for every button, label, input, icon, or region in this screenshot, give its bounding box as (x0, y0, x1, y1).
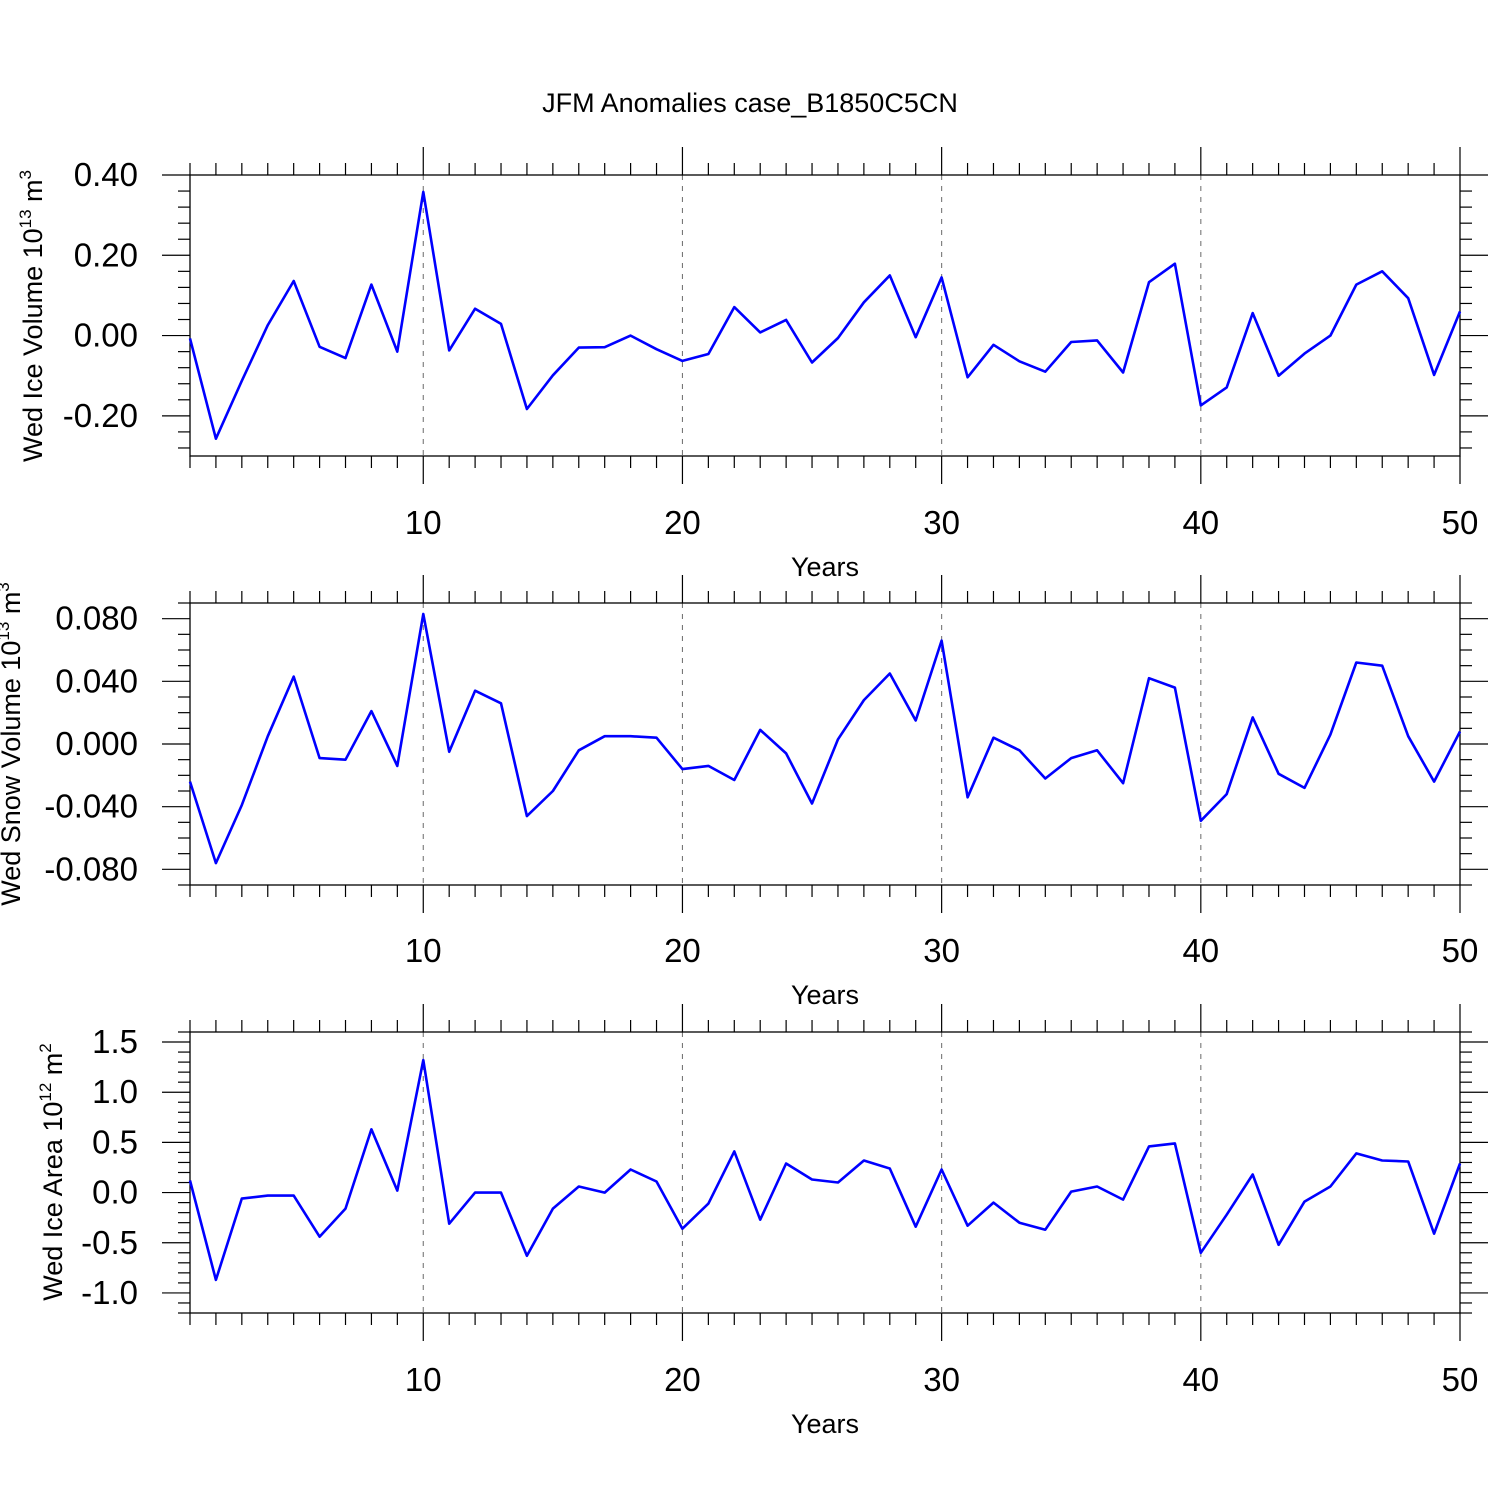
x-tick-label: 10 (405, 504, 442, 541)
plot-frame (190, 175, 1460, 456)
x-axis-label: Years (791, 980, 859, 1010)
series-line (190, 1060, 1460, 1280)
y-axis-label: Wed Ice Area 1012 m2 (36, 1043, 68, 1301)
y-axis-label: Wed Ice Volume 1013 m3 (16, 170, 48, 462)
series-line (190, 192, 1460, 439)
y-tick-label: -0.040 (44, 788, 138, 825)
y-label-text: Wed Ice Volume 10 (18, 228, 48, 462)
x-tick-label: 50 (1442, 932, 1479, 969)
x-tick-label: 40 (1182, 504, 1219, 541)
x-tick-label: 50 (1442, 1361, 1479, 1398)
panels: 10 20 30 40 50 0.40 0.20 0.00 -0.20 Years Wed Ice … (0, 147, 1488, 1439)
y-label-exponent: 12 (36, 1083, 55, 1102)
y-tick-label: 0.0 (92, 1174, 138, 1211)
y-tick-label: 1.0 (92, 1073, 138, 1110)
y-tick-label: 0.080 (55, 600, 138, 637)
x-tick-label: 30 (923, 932, 960, 969)
x-tick-label: 40 (1182, 932, 1219, 969)
chart-title: JFM Anomalies case_B1850C5CN (542, 88, 958, 118)
x-tick-label: 10 (405, 932, 442, 969)
y-tick-label: -1.0 (81, 1274, 138, 1311)
y-tick-label: 0.5 (92, 1123, 138, 1160)
y-label-unit: m (18, 179, 48, 209)
x-tick-label: 30 (923, 1361, 960, 1398)
y-tick-label: -0.5 (81, 1224, 138, 1261)
y-label-unit-exponent: 3 (0, 582, 13, 591)
y-label-unit: m (38, 1053, 68, 1083)
x-tick-label: 50 (1442, 504, 1479, 541)
y-tick-label: 1.5 (92, 1023, 138, 1060)
y-tick-label: 0.40 (74, 156, 138, 193)
x-tick-label: 30 (923, 504, 960, 541)
y-label-exponent: 13 (0, 622, 13, 641)
x-tick-label: 20 (664, 932, 701, 969)
chart-panel-1: 10 20 30 40 50 0.40 0.20 0.00 -0.20 Years Wed Ice … (16, 147, 1488, 582)
plot-frame (190, 603, 1460, 885)
y-label-unit: m (0, 592, 26, 622)
chart-panel-2: 10 20 30 40 50 0.080 0.040 0.000 -0.040 -0.080 Yea… (0, 575, 1488, 1010)
y-label-text: Wed Ice Area 10 (38, 1102, 68, 1301)
y-label-unit-exponent: 2 (36, 1043, 55, 1052)
y-label-text: Wed Snow Volume 10 (0, 641, 26, 906)
plot-frame (190, 1032, 1460, 1313)
y-tick-label: 0.00 (74, 317, 138, 354)
y-tick-label: 0.000 (55, 725, 138, 762)
x-axis-label: Years (791, 1409, 859, 1439)
x-tick-label: 40 (1182, 1361, 1219, 1398)
x-tick-label: 20 (664, 504, 701, 541)
chart-panel-3: 10 20 30 40 50 1.5 1.0 0.5 0.0 -0.5 -1.0 Years Wed I… (36, 1004, 1488, 1439)
y-axis-label: Wed Snow Volume 1013 m3 (0, 582, 26, 906)
y-label-unit-exponent: 3 (16, 170, 35, 179)
series-line (190, 614, 1460, 863)
x-tick-label: 20 (664, 1361, 701, 1398)
y-tick-label: -0.20 (63, 397, 138, 434)
x-tick-label: 10 (405, 1361, 442, 1398)
y-tick-label: -0.080 (44, 850, 138, 887)
y-label-exponent: 13 (16, 209, 35, 228)
y-tick-label: 0.20 (74, 236, 138, 273)
y-tick-label: 0.040 (55, 662, 138, 699)
x-axis-label: Years (791, 552, 859, 582)
